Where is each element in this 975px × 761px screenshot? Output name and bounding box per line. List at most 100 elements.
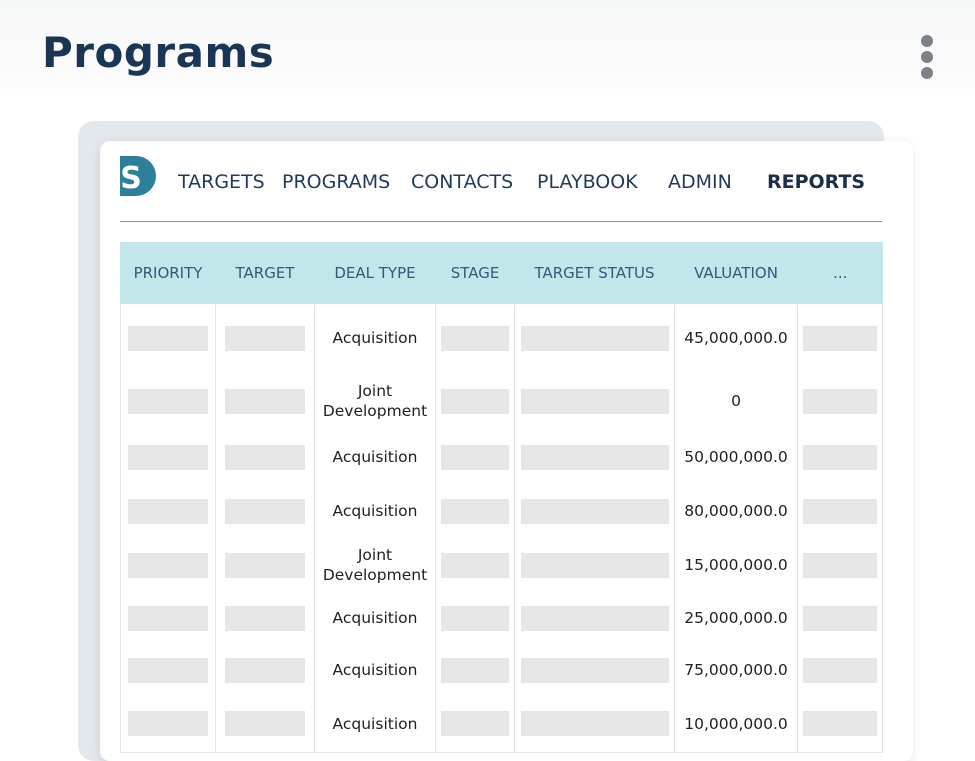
stage-cell [435, 592, 515, 644]
placeholder-bar [441, 498, 509, 524]
nav-item-contacts[interactable]: CONTACTS [411, 171, 514, 193]
column-header-more[interactable]: ... [797, 242, 883, 304]
target-status-cell [514, 644, 675, 696]
placeholder-bar [520, 444, 669, 470]
deal-type-cell: Acquisition [314, 304, 436, 372]
target-cell [215, 592, 315, 644]
nav-item-programs[interactable]: PROGRAMS [282, 171, 391, 193]
placeholder-bar [520, 498, 669, 524]
target-cell [215, 372, 315, 430]
target-cell [215, 538, 315, 592]
valuation-cell: 0 [674, 372, 798, 430]
placeholder-bar [441, 444, 509, 470]
valuation-cell: 80,000,000.0 [674, 484, 798, 538]
placeholder-bar [225, 325, 305, 351]
more-cell [797, 538, 883, 592]
nav-item-admin[interactable]: ADMIN [668, 171, 732, 193]
valuation-cell: 50,000,000.0 [674, 430, 798, 484]
placeholder-bar [225, 444, 305, 470]
placeholder-bar [441, 325, 509, 351]
target-status-cell [514, 696, 675, 753]
deal-type-cell: Joint Development [314, 538, 436, 592]
table-row[interactable]: Acquisition 50,000,000.0 [120, 430, 883, 484]
priority-cell [120, 696, 216, 753]
column-header-deal-type[interactable]: DEAL TYPE [314, 242, 436, 304]
placeholder-bar [520, 388, 669, 414]
valuation-cell: 25,000,000.0 [674, 592, 798, 644]
table-row[interactable]: Joint Development 15,000,000.0 [120, 538, 883, 592]
kebab-menu-icon[interactable] [914, 33, 940, 81]
placeholder-bar [128, 711, 208, 737]
placeholder-bar [803, 444, 877, 470]
placeholder-bar [803, 657, 877, 683]
target-status-cell [514, 304, 675, 372]
column-header-target[interactable]: TARGET [215, 242, 315, 304]
stage-cell [435, 538, 515, 592]
more-cell [797, 304, 883, 372]
valuation-cell: 45,000,000.0 [674, 304, 798, 372]
target-cell [215, 696, 315, 753]
stage-cell [435, 484, 515, 538]
page-title: Programs [42, 28, 275, 77]
more-cell [797, 644, 883, 696]
table-row[interactable]: Joint Development 0 [120, 372, 883, 430]
target-cell [215, 484, 315, 538]
placeholder-bar [128, 325, 208, 351]
target-cell [215, 430, 315, 484]
priority-cell [120, 592, 216, 644]
placeholder-bar [520, 325, 669, 351]
priority-cell [120, 372, 216, 430]
placeholder-bar [803, 325, 877, 351]
more-cell [797, 430, 883, 484]
placeholder-bar [128, 605, 208, 631]
nav-item-reports[interactable]: REPORTS [767, 171, 866, 193]
table-row[interactable]: Acquisition 75,000,000.0 [120, 644, 883, 696]
priority-cell [120, 484, 216, 538]
more-cell [797, 484, 883, 538]
placeholder-bar [128, 388, 208, 414]
stage-cell [435, 372, 515, 430]
column-header-target-status[interactable]: TARGET STATUS [514, 242, 675, 304]
placeholder-bar [225, 552, 305, 578]
column-header-stage[interactable]: STAGE [435, 242, 515, 304]
placeholder-bar [520, 657, 669, 683]
deal-type-cell: Acquisition [314, 644, 436, 696]
deal-type-cell: Joint Development [314, 372, 436, 430]
target-cell [215, 644, 315, 696]
placeholder-bar [803, 388, 877, 414]
nav-item-targets[interactable]: TARGETS [178, 171, 265, 193]
nav-item-playbook[interactable]: PLAYBOOK [537, 171, 638, 193]
target-status-cell [514, 592, 675, 644]
placeholder-bar [803, 605, 877, 631]
target-cell [215, 304, 315, 372]
placeholder-bar [128, 498, 208, 524]
placeholder-bar [441, 605, 509, 631]
column-header-valuation[interactable]: VALUATION [674, 242, 798, 304]
table-header-row: PRIORITY TARGET DEAL TYPE STAGE TARGET S… [120, 242, 883, 304]
stage-cell [435, 430, 515, 484]
valuation-cell: 10,000,000.0 [674, 696, 798, 753]
priority-cell [120, 538, 216, 592]
deal-type-cell: Acquisition [314, 484, 436, 538]
table-row[interactable]: Acquisition 10,000,000.0 [120, 696, 883, 753]
priority-cell [120, 644, 216, 696]
target-status-cell [514, 372, 675, 430]
deal-type-cell: Acquisition [314, 696, 436, 753]
table-row[interactable]: Acquisition 80,000,000.0 [120, 484, 883, 538]
table-row[interactable]: Acquisition 45,000,000.0 [120, 304, 883, 372]
logo-letter: S [120, 161, 142, 196]
placeholder-bar [225, 605, 305, 631]
column-header-priority[interactable]: PRIORITY [120, 242, 216, 304]
stage-cell [435, 696, 515, 753]
placeholder-bar [225, 498, 305, 524]
placeholder-bar [441, 552, 509, 578]
more-cell [797, 372, 883, 430]
placeholder-bar [128, 444, 208, 470]
placeholder-bar [441, 388, 509, 414]
placeholder-bar [225, 388, 305, 414]
placeholder-bar [803, 711, 877, 737]
placeholder-bar [225, 657, 305, 683]
stage-cell [435, 304, 515, 372]
table-row[interactable]: Acquisition 25,000,000.0 [120, 592, 883, 644]
brand-logo-icon[interactable]: S [120, 156, 156, 196]
